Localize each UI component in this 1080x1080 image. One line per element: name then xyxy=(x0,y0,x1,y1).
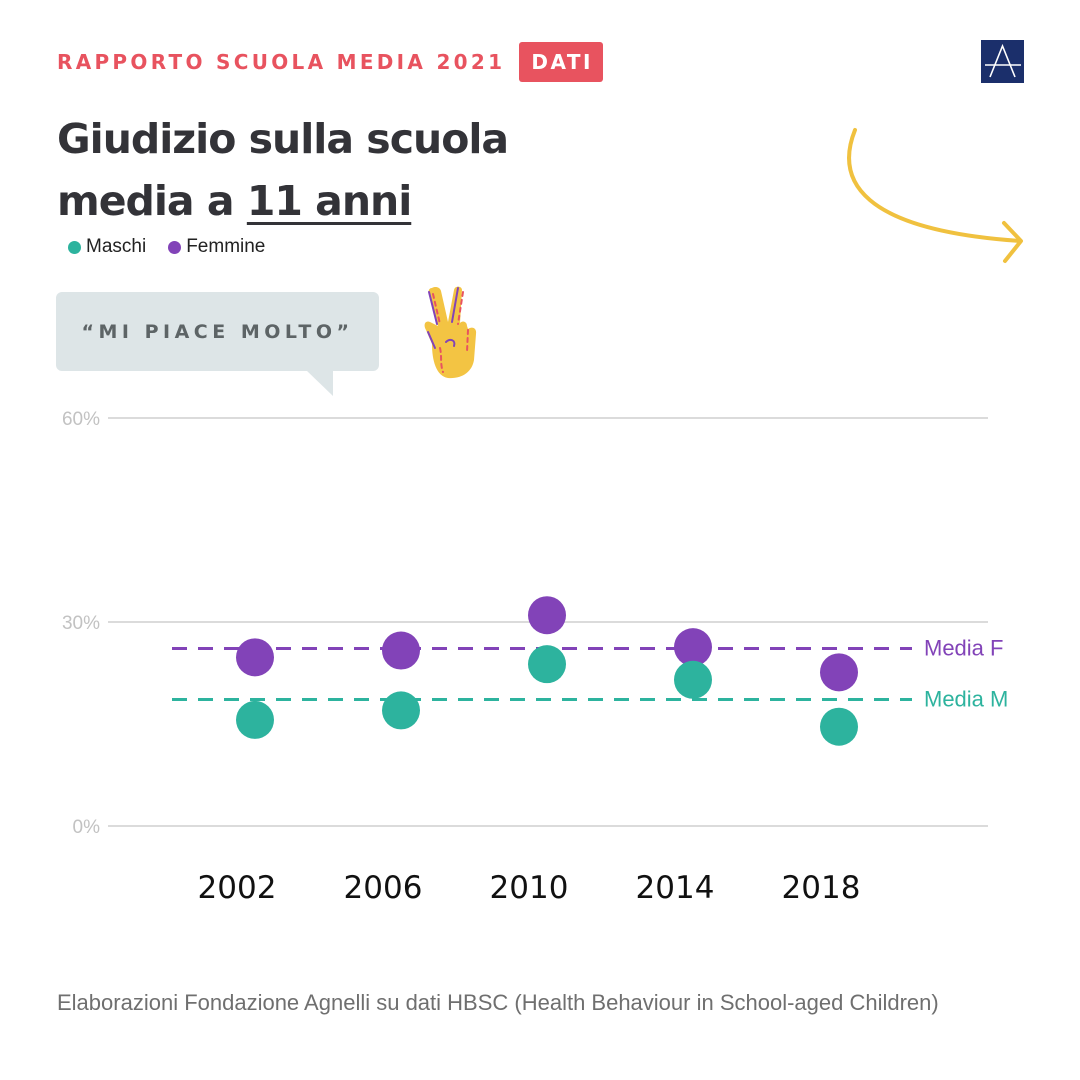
header: RAPPORTO SCUOLA MEDIA 2021 DATI xyxy=(57,42,603,82)
legend-item-femmine: Femmine xyxy=(168,236,265,258)
source-note: Elaborazioni Fondazione Agnelli su dati … xyxy=(57,990,939,1015)
report-kicker: RAPPORTO SCUOLA MEDIA 2021 xyxy=(57,50,506,74)
scatter-chart: 60% 30% 0% Media F Media M 2002 2006 2010 2014… xyxy=(62,409,1008,906)
quote-bubble-tail xyxy=(306,370,333,396)
curved-arrow-icon xyxy=(847,128,1023,263)
victory-hand-icon xyxy=(424,286,477,379)
legend-dot-maschi xyxy=(68,240,81,254)
x-tick-label: 2014 xyxy=(636,870,715,906)
data-point-femmine xyxy=(820,653,858,692)
legend-item-maschi: Maschi xyxy=(68,236,146,258)
page-title: Giudizio sulla scuola media a 11 anni xyxy=(57,108,509,232)
y-tick-label: 60% xyxy=(62,409,100,430)
y-tick-label: 0% xyxy=(73,817,101,838)
title-line-2-prefix: media a xyxy=(57,177,247,225)
title-line-2: media a 11 anni xyxy=(57,170,508,232)
data-point-femmine xyxy=(528,596,566,635)
data-tag: DATI xyxy=(519,42,603,82)
x-tick-label: 2010 xyxy=(490,870,569,906)
x-tick-label: 2002 xyxy=(198,870,277,906)
title-line-1: Giudizio sulla scuola xyxy=(57,115,509,163)
x-tick-label: 2018 xyxy=(782,870,861,906)
legend-label-femmine: Femmine xyxy=(186,236,266,257)
title-age-underlined: 11 anni xyxy=(246,177,412,225)
quote-text: “MI PIACE MOLTO” xyxy=(81,320,354,343)
data-point-femmine xyxy=(674,628,712,667)
data-point-maschi xyxy=(236,700,274,739)
data-point-maschi xyxy=(528,645,566,684)
legend-dot-femmine xyxy=(168,240,182,254)
data-point-femmine xyxy=(236,638,274,677)
data-point-maschi xyxy=(674,660,712,699)
chart-legend: Maschi Femmine xyxy=(68,236,287,258)
x-tick-label: 2006 xyxy=(344,870,423,906)
average-line-label: Media M xyxy=(924,687,1008,712)
data-point-maschi xyxy=(382,691,420,730)
average-line-label: Media F xyxy=(924,636,1003,661)
quote-bubble: “MI PIACE MOLTO” xyxy=(56,292,379,371)
agnelli-logo-icon xyxy=(981,40,1024,83)
data-point-maschi xyxy=(820,707,858,746)
y-tick-label: 30% xyxy=(62,613,100,634)
legend-label-maschi: Maschi xyxy=(86,236,147,257)
data-point-femmine xyxy=(382,631,420,670)
